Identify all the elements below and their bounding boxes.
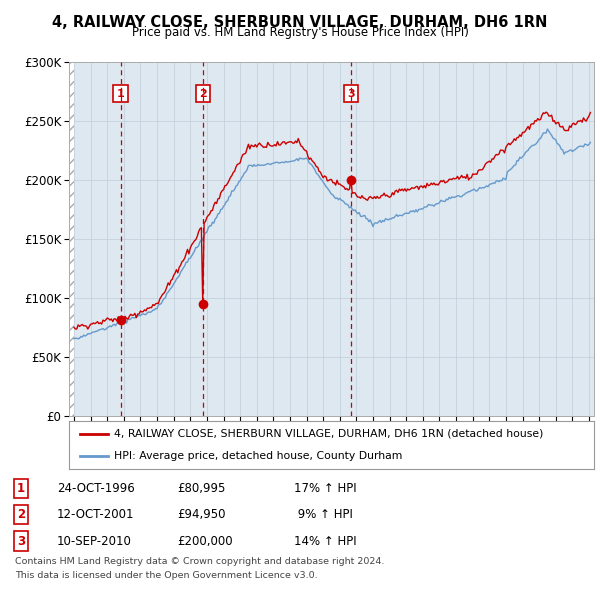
Text: 4, RAILWAY CLOSE, SHERBURN VILLAGE, DURHAM, DH6 1RN (detached house): 4, RAILWAY CLOSE, SHERBURN VILLAGE, DURH… [113,429,543,439]
Bar [69,62,74,416]
Text: 1: 1 [117,89,125,99]
Text: £200,000: £200,000 [177,535,233,548]
Text: 24-OCT-1996: 24-OCT-1996 [57,482,135,495]
Text: 14% ↑ HPI: 14% ↑ HPI [294,535,356,548]
Text: £94,950: £94,950 [177,508,226,521]
Text: 2: 2 [17,508,25,521]
Text: 9% ↑ HPI: 9% ↑ HPI [294,508,353,521]
Text: Price paid vs. HM Land Registry's House Price Index (HPI): Price paid vs. HM Land Registry's House … [131,26,469,39]
Text: This data is licensed under the Open Government Licence v3.0.: This data is licensed under the Open Gov… [15,571,317,580]
Text: HPI: Average price, detached house, County Durham: HPI: Average price, detached house, Coun… [113,451,402,461]
Text: Contains HM Land Registry data © Crown copyright and database right 2024.: Contains HM Land Registry data © Crown c… [15,558,385,566]
Text: £80,995: £80,995 [177,482,226,495]
Text: 1: 1 [17,482,25,495]
Text: 3: 3 [17,535,25,548]
Text: 10-SEP-2010: 10-SEP-2010 [57,535,132,548]
Text: 2: 2 [199,89,207,99]
Text: 3: 3 [347,89,355,99]
Text: 12-OCT-2001: 12-OCT-2001 [57,508,134,521]
Text: 4, RAILWAY CLOSE, SHERBURN VILLAGE, DURHAM, DH6 1RN: 4, RAILWAY CLOSE, SHERBURN VILLAGE, DURH… [52,15,548,30]
Text: 17% ↑ HPI: 17% ↑ HPI [294,482,356,495]
